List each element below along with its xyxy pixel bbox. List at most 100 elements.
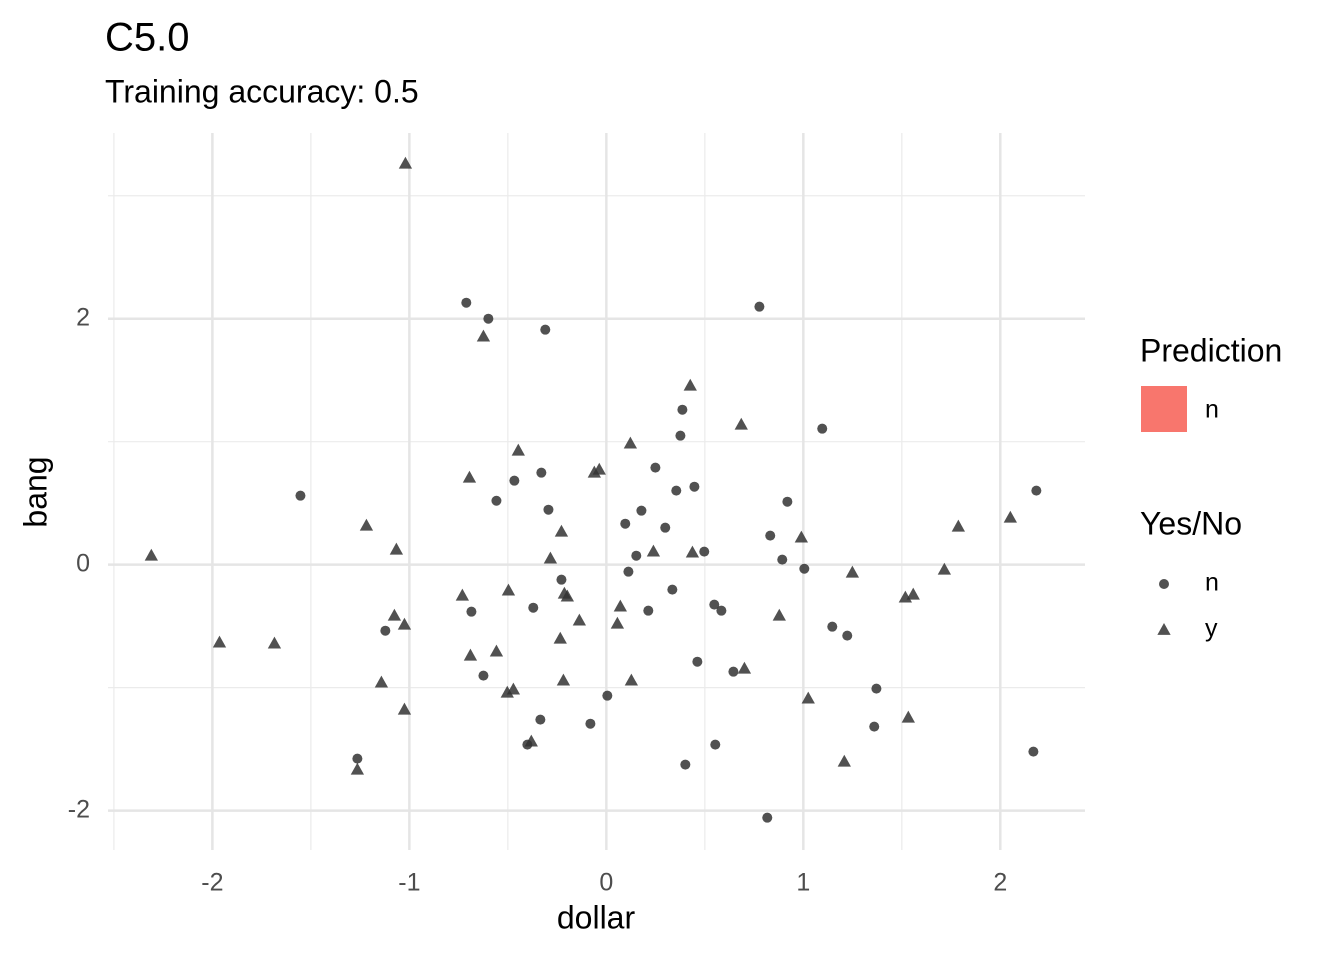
point xyxy=(631,550,642,561)
point xyxy=(677,404,688,415)
point xyxy=(524,734,538,747)
point xyxy=(478,670,489,681)
point xyxy=(613,599,627,612)
point xyxy=(556,673,571,686)
point xyxy=(624,673,639,686)
point xyxy=(683,378,697,391)
legend-key xyxy=(1159,579,1169,589)
point xyxy=(667,584,678,595)
point xyxy=(359,518,374,531)
point xyxy=(483,313,494,324)
legend-title: Prediction xyxy=(1140,332,1282,368)
point xyxy=(543,551,558,564)
y-tick-label: 2 xyxy=(76,303,90,331)
point xyxy=(602,690,613,701)
point xyxy=(710,739,721,750)
point xyxy=(620,518,631,529)
points xyxy=(144,156,1042,823)
x-tick-label: 0 xyxy=(599,869,613,897)
point xyxy=(350,762,365,775)
point xyxy=(709,599,720,610)
point xyxy=(837,754,851,767)
point xyxy=(646,544,661,557)
point xyxy=(777,554,788,565)
point xyxy=(671,485,682,496)
legend-label: n xyxy=(1205,569,1219,597)
point xyxy=(692,656,703,667)
point xyxy=(937,562,952,575)
point xyxy=(675,430,686,441)
x-axis-title: dollar xyxy=(557,899,636,935)
point xyxy=(455,588,470,601)
point xyxy=(536,467,547,478)
point xyxy=(801,691,815,704)
point xyxy=(901,710,915,723)
point xyxy=(660,522,671,533)
point xyxy=(389,542,404,555)
point xyxy=(782,496,793,507)
point xyxy=(267,636,282,649)
point xyxy=(762,812,773,823)
point xyxy=(1003,510,1017,523)
point xyxy=(554,524,569,537)
point xyxy=(374,675,389,688)
point xyxy=(463,648,478,661)
point xyxy=(501,583,516,596)
point xyxy=(716,605,727,616)
point xyxy=(560,589,574,602)
point xyxy=(491,495,502,506)
point xyxy=(817,423,828,434)
legend: Prediction n Yes/No ny xyxy=(1140,332,1282,642)
point xyxy=(556,574,567,585)
point xyxy=(623,566,634,577)
point xyxy=(737,661,752,674)
point xyxy=(398,156,413,169)
grid xyxy=(108,133,1085,850)
y-tick-label: 0 xyxy=(76,549,90,577)
point xyxy=(842,630,853,641)
point xyxy=(650,462,661,473)
point xyxy=(643,605,654,616)
y-tick-label: -2 xyxy=(68,795,90,823)
legend-key xyxy=(1157,623,1171,635)
point xyxy=(734,417,748,430)
point xyxy=(387,608,402,621)
point xyxy=(685,545,700,558)
point xyxy=(636,505,647,516)
point xyxy=(680,759,691,770)
point xyxy=(587,465,601,478)
point xyxy=(794,530,809,543)
point xyxy=(572,613,587,626)
point xyxy=(951,519,965,532)
point xyxy=(845,565,860,578)
point xyxy=(689,481,700,492)
y-axis-title: bang xyxy=(17,456,53,527)
point xyxy=(869,721,880,732)
point xyxy=(462,470,477,483)
chart-title: C5.0 xyxy=(105,16,190,60)
point xyxy=(535,714,546,725)
point xyxy=(397,702,412,715)
point xyxy=(623,436,638,449)
point xyxy=(466,606,477,617)
x-tick-label: 1 xyxy=(796,869,810,897)
point xyxy=(898,590,913,603)
x-tick-label: -1 xyxy=(398,869,420,897)
point xyxy=(352,753,363,764)
point xyxy=(610,616,625,629)
legend-label: y xyxy=(1205,615,1218,643)
point xyxy=(728,666,739,677)
point xyxy=(509,475,520,486)
point xyxy=(553,631,567,644)
point xyxy=(765,530,776,541)
chart-subtitle: Training accuracy: 0.5 xyxy=(105,73,419,109)
legend-swatch xyxy=(1141,386,1187,432)
point xyxy=(772,608,786,621)
point xyxy=(540,324,551,335)
point xyxy=(489,644,504,657)
point xyxy=(871,683,882,694)
point xyxy=(585,718,596,729)
point xyxy=(543,504,554,515)
point xyxy=(799,563,810,574)
